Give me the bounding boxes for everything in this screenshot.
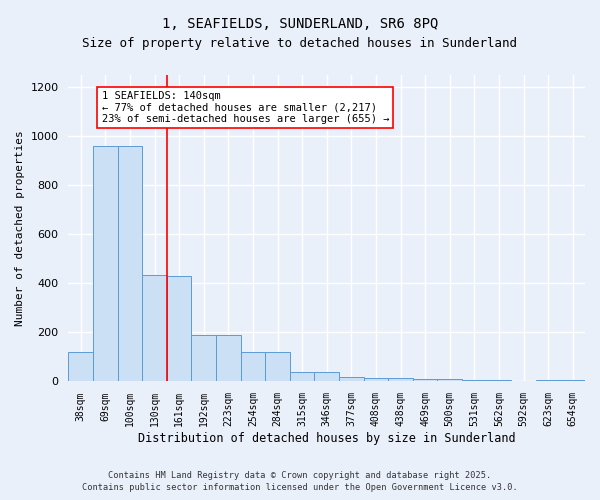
Text: Size of property relative to detached houses in Sunderland: Size of property relative to detached ho… bbox=[83, 38, 517, 51]
Bar bbox=[216, 335, 241, 382]
Text: 1 SEAFIELDS: 140sqm
← 77% of detached houses are smaller (2,217)
23% of semi-det: 1 SEAFIELDS: 140sqm ← 77% of detached ho… bbox=[101, 91, 389, 124]
Bar bbox=[167, 276, 191, 382]
Bar bbox=[487, 380, 511, 382]
Bar bbox=[413, 379, 437, 382]
Bar bbox=[93, 146, 118, 382]
Bar bbox=[560, 380, 585, 382]
Bar bbox=[68, 352, 93, 382]
Bar bbox=[118, 146, 142, 382]
Bar bbox=[265, 352, 290, 382]
Bar bbox=[388, 378, 413, 382]
Bar bbox=[191, 335, 216, 382]
Bar bbox=[462, 380, 487, 382]
Bar bbox=[241, 352, 265, 382]
Bar bbox=[364, 378, 388, 382]
Text: 1, SEAFIELDS, SUNDERLAND, SR6 8PQ: 1, SEAFIELDS, SUNDERLAND, SR6 8PQ bbox=[162, 18, 438, 32]
Bar bbox=[536, 380, 560, 382]
X-axis label: Distribution of detached houses by size in Sunderland: Distribution of detached houses by size … bbox=[138, 432, 515, 445]
Bar bbox=[437, 379, 462, 382]
Y-axis label: Number of detached properties: Number of detached properties bbox=[15, 130, 25, 326]
Bar bbox=[339, 376, 364, 382]
Bar bbox=[142, 275, 167, 382]
Bar bbox=[290, 372, 314, 382]
Text: Contains HM Land Registry data © Crown copyright and database right 2025.
Contai: Contains HM Land Registry data © Crown c… bbox=[82, 471, 518, 492]
Bar bbox=[314, 372, 339, 382]
